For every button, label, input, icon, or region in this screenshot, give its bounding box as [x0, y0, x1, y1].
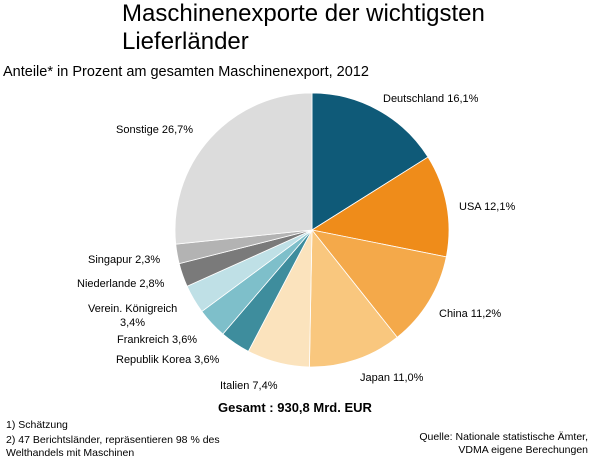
pie-slice-usa: [310, 156, 450, 258]
slice-label: Verein. Königreich 3,4%: [88, 303, 177, 329]
pie-slice-deutschland: [311, 92, 429, 231]
slice-label: Republik Korea 3,6%: [116, 354, 220, 366]
slice-label: USA 12,1%: [459, 201, 515, 213]
slice-label: Deutschland 16,1%: [383, 93, 479, 105]
slice-label: China 11,2%: [439, 308, 501, 320]
pie-slice-china: [311, 229, 447, 338]
source-note: Quelle: Nationale statistische Ämter, VD…: [419, 431, 588, 456]
slice-label: Japan 11,0%: [360, 372, 424, 384]
slice-label: Frankreich 3,6%: [117, 334, 197, 346]
slice-label: Singapur 2,3%: [88, 254, 160, 266]
slice-labels: Deutschland 16,1% USA 12,1% China 11,2% Jap…: [77, 93, 515, 392]
pie-slice-sonstige: [174, 92, 313, 245]
total-label: Gesamt : 930,8 Mrd. EUR: [218, 400, 372, 415]
chart-subtitle: Anteile* in Prozent am gesamten Maschine…: [3, 64, 369, 80]
slice-label: Niederlande 2,8%: [77, 278, 165, 290]
footnote-1: 1) Schätzung: [6, 419, 68, 431]
slice-label: Italien 7,4%: [220, 380, 278, 392]
slice-label: Sonstige 26,7%: [116, 124, 193, 136]
pie-slice-japan: [309, 228, 398, 368]
chart-title: Maschinenexporte der wichtigsten Lieferl…: [122, 0, 485, 55]
footnote-2: 2) 47 Berichtsländer, repräsentieren 98 …: [6, 434, 220, 459]
pie-slices: [174, 92, 450, 368]
